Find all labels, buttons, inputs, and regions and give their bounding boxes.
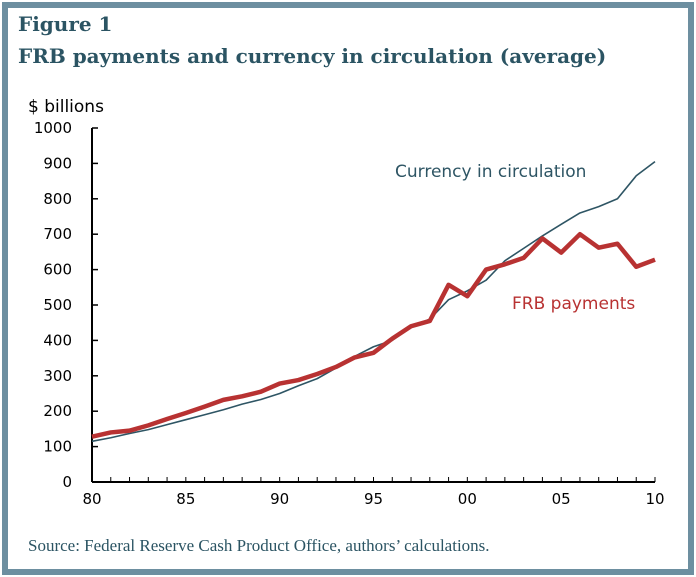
x-tick-label: 00 <box>458 490 477 508</box>
y-tick-label: 1000 <box>34 119 72 137</box>
y-tick-label: 200 <box>43 402 72 420</box>
y-tick-label: 800 <box>43 190 72 208</box>
series-line-currency <box>91 160 656 443</box>
series-label-frb: FRB payments <box>512 294 635 314</box>
y-axis-label: $ billions <box>28 97 104 117</box>
series-label-currency: Currency in circulation <box>395 162 586 182</box>
x-tick-label: 95 <box>364 490 383 508</box>
figure-label: Figure 1 <box>18 12 113 36</box>
y-tick-label: 400 <box>43 331 72 349</box>
y-tick-label: 100 <box>43 438 72 456</box>
chart-title: FRB payments and currency in circulation… <box>18 44 607 68</box>
y-tick-label: 900 <box>43 154 72 172</box>
series-line-frb-payments <box>91 231 656 439</box>
y-tick-label: 300 <box>43 367 72 385</box>
x-tick-label: 85 <box>176 490 195 508</box>
source-note: Source: Federal Reserve Cash Product Off… <box>28 536 490 555</box>
y-tick-label: 0 <box>62 473 72 491</box>
y-tick-label: 600 <box>43 261 72 279</box>
x-tick-label: 90 <box>270 490 289 508</box>
x-tick-label: 05 <box>552 490 571 508</box>
x-tick-label: 80 <box>82 490 101 508</box>
y-tick-label: 500 <box>43 296 72 314</box>
y-tick-label: 700 <box>43 225 72 243</box>
x-tick-label: 10 <box>645 490 664 508</box>
